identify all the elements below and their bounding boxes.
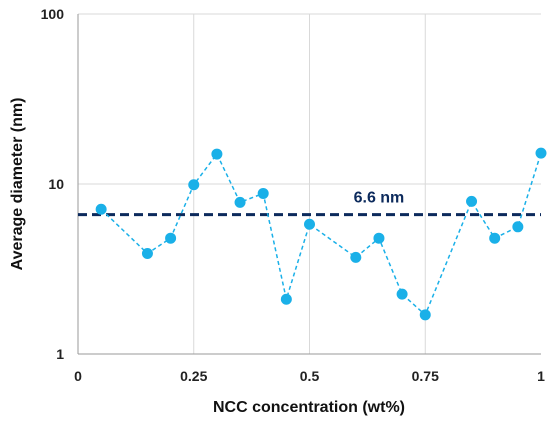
data-point	[373, 232, 385, 244]
tick-label-layer: 0 0.25 0.5 0.75 1 1 10 100	[41, 6, 545, 384]
x-tick-label: 0	[74, 368, 82, 384]
data-point	[234, 196, 246, 208]
data-point	[141, 248, 153, 260]
data-point	[466, 195, 478, 207]
data-point	[165, 232, 177, 244]
data-point	[95, 203, 107, 215]
y-tick-label: 1	[56, 346, 64, 362]
data-point	[396, 288, 408, 300]
y-tick-label: 10	[48, 176, 64, 192]
data-point	[512, 221, 524, 233]
x-tick-label: 0.25	[180, 368, 207, 384]
grid-layer	[78, 13, 541, 354]
data-point	[419, 309, 431, 321]
axis-layer	[77, 14, 541, 355]
data-point	[535, 147, 547, 159]
y-axis-title: Average diameter (nm)	[9, 98, 26, 271]
data-point	[211, 148, 223, 160]
data-point	[350, 251, 362, 263]
x-tick-label: 0.75	[412, 368, 439, 384]
data-point	[188, 179, 200, 191]
x-axis-title: NCC concentration (wt%)	[213, 399, 405, 416]
data-point	[489, 232, 501, 244]
data-point	[280, 293, 292, 305]
data-point	[257, 187, 269, 199]
x-tick-label: 1	[537, 368, 545, 384]
data-point	[304, 218, 315, 230]
reference-line-label: 6.6 nm	[354, 190, 405, 207]
series-layer	[95, 147, 547, 321]
x-tick-label: 0.5	[300, 368, 320, 384]
y-tick-label: 100	[41, 6, 65, 22]
